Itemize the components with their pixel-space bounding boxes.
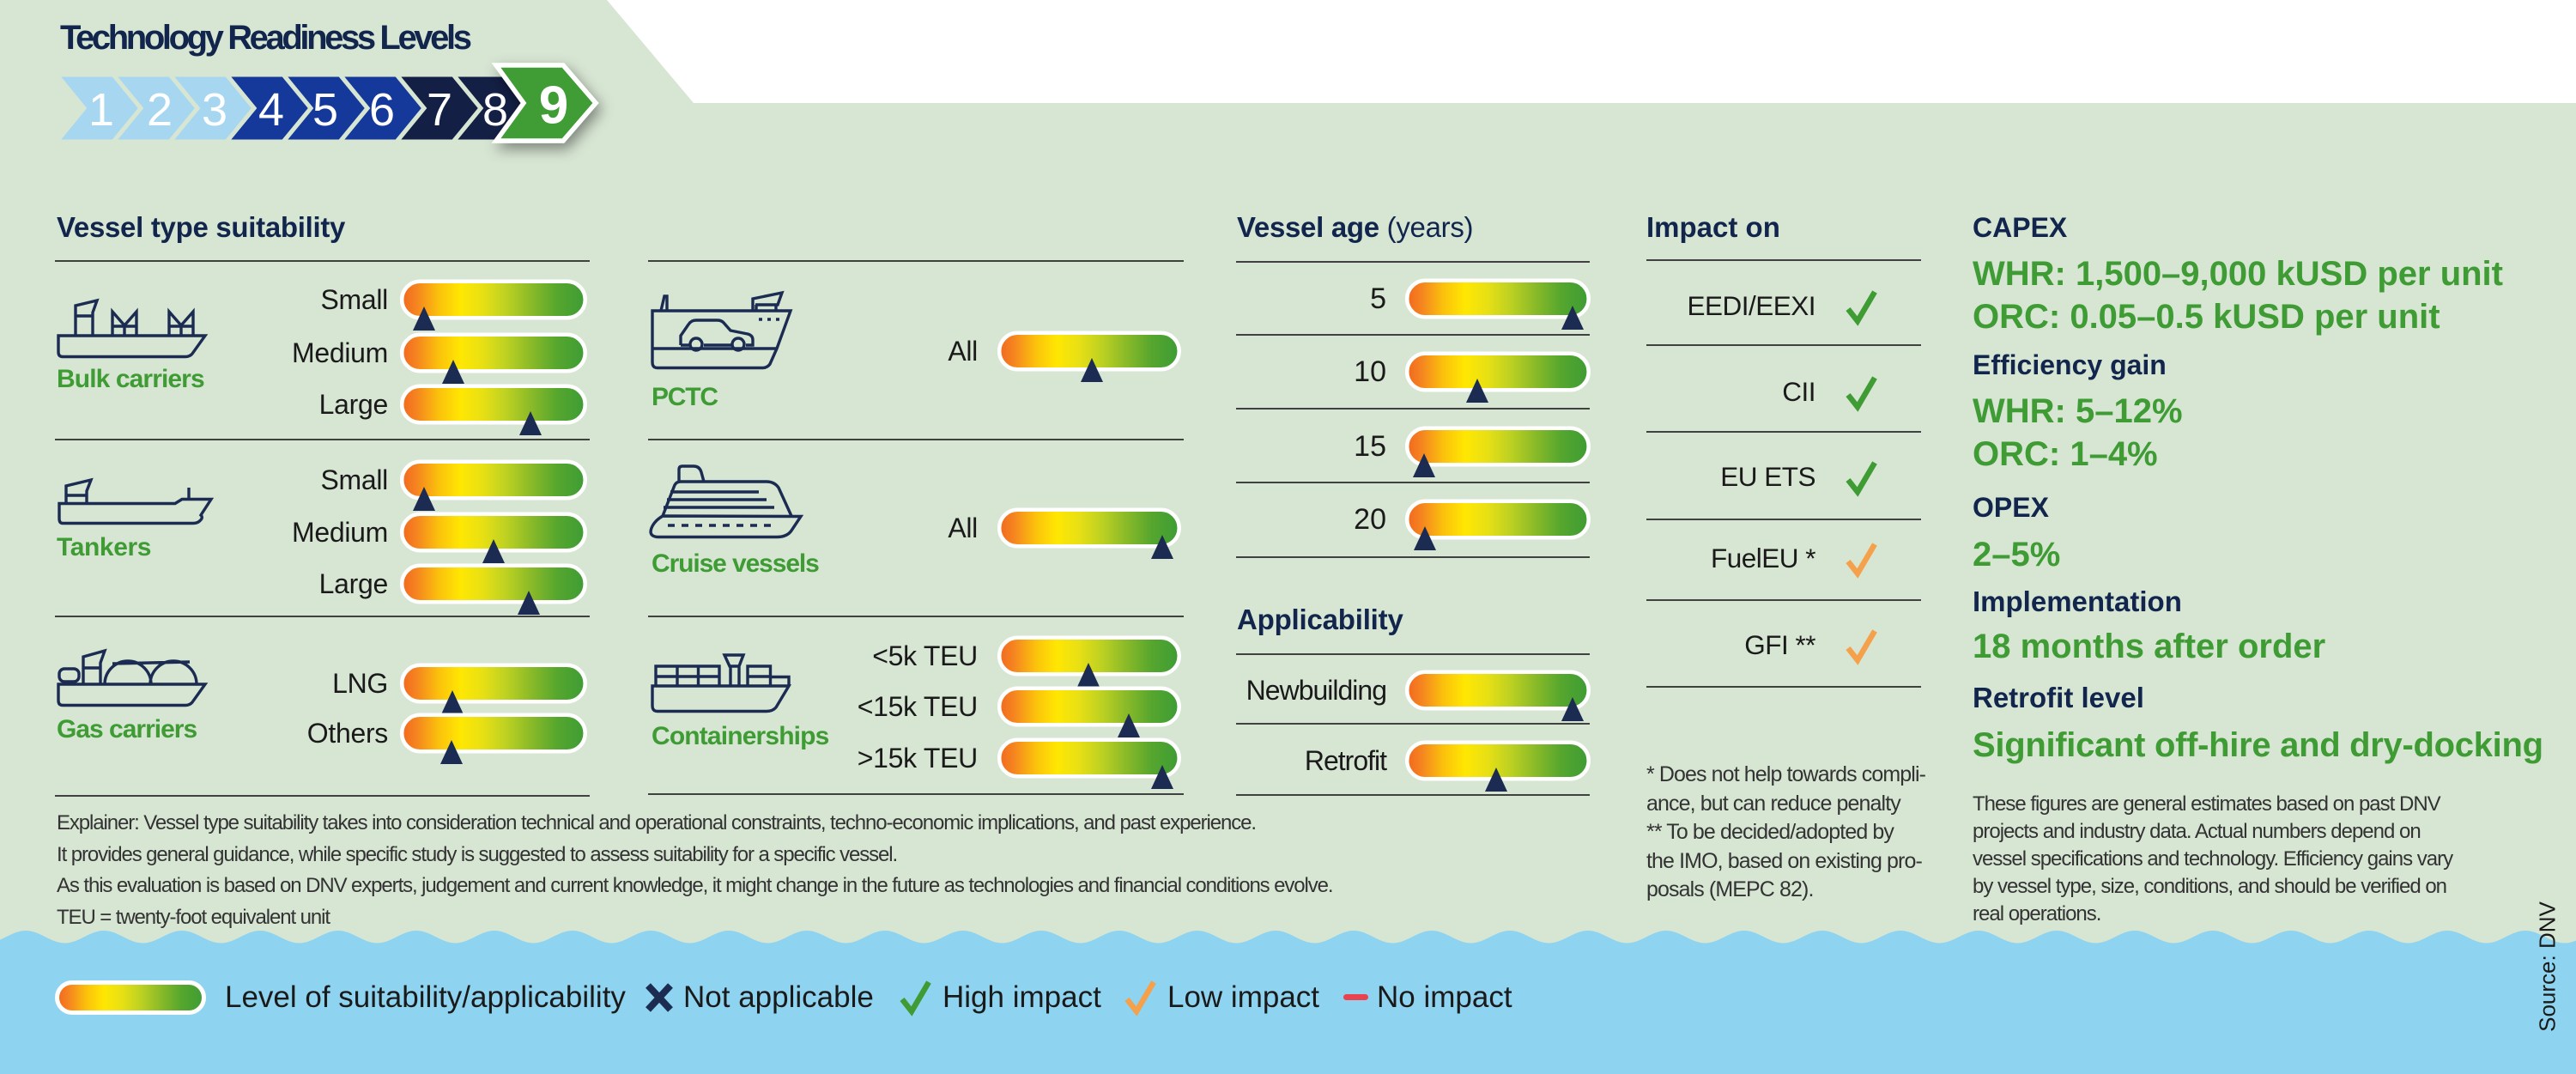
svg-text:8: 8: [482, 84, 508, 136]
svg-text:2: 2: [147, 84, 173, 136]
svg-text:9: 9: [539, 76, 568, 136]
svg-text:1: 1: [88, 84, 114, 136]
svg-text:5: 5: [312, 84, 338, 136]
svg-text:4: 4: [258, 84, 284, 136]
svg-text:3: 3: [202, 84, 227, 136]
svg-text:7: 7: [427, 84, 452, 136]
svg-text:6: 6: [369, 84, 395, 136]
